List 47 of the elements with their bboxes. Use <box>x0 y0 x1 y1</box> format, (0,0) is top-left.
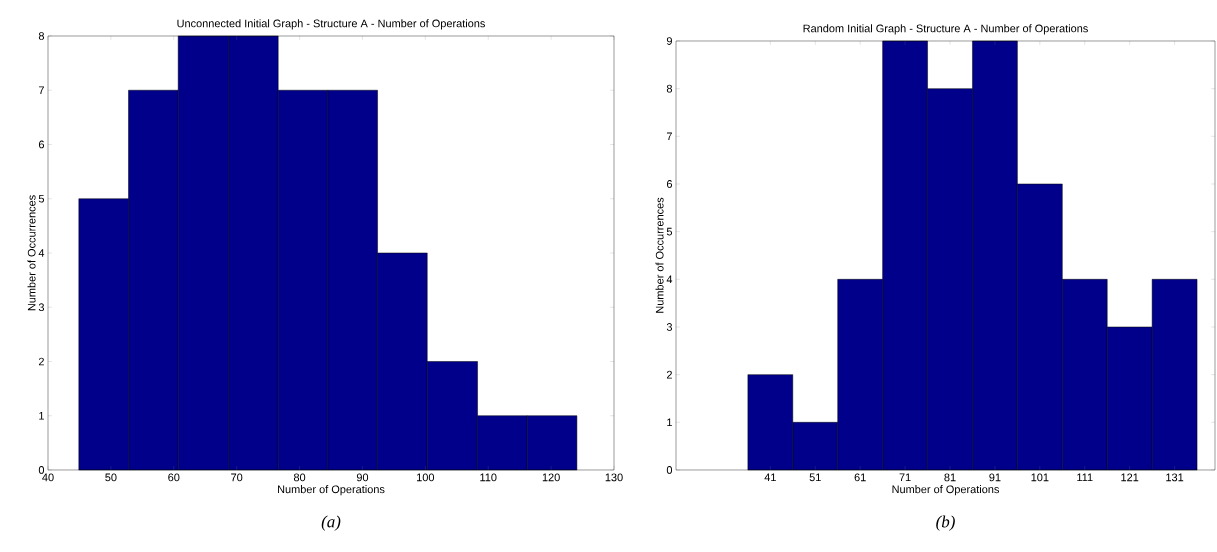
x-tick-label: 51 <box>809 473 821 482</box>
y-tick-label: 6 <box>38 140 45 149</box>
chart-title: Unconnected Initial Graph - Structure A - Number of Operations <box>177 19 485 30</box>
x-tick-label: 61 <box>854 473 866 482</box>
y-tick-label: 5 <box>38 194 45 203</box>
x-tick-label: 130 <box>605 473 623 482</box>
x-tick-label: 110 <box>480 473 497 482</box>
y-tick-label: 0 <box>666 466 673 474</box>
x-tick-label: 81 <box>944 473 956 482</box>
x-tick-label: 101 <box>1031 473 1049 482</box>
x-tick-label: 60 <box>168 473 180 482</box>
y-tick-label: 4 <box>38 249 45 257</box>
text: (a) <box>321 515 341 531</box>
y-tick-label: 2 <box>38 357 44 366</box>
x-tick-label: 40 <box>42 473 54 482</box>
y-tick-label: 7 <box>38 86 44 95</box>
y-tick-label: 0 <box>38 466 45 474</box>
x-axis-title: Number of Operations <box>278 485 385 496</box>
y-tick-label: 7 <box>666 132 672 141</box>
y-tick-label: 8 <box>38 32 45 40</box>
x-tick-label: 80 <box>293 473 306 482</box>
x-tick-label: 50 <box>105 473 117 482</box>
x-tick-label: 90 <box>356 473 369 482</box>
x-tick-label: 131 <box>1166 473 1184 482</box>
x-tick-label: 70 <box>231 473 243 482</box>
y-tick-label: 3 <box>666 323 673 331</box>
y-axis-title: Number of Occurrences <box>27 195 36 311</box>
y-tick-label: 1 <box>39 411 44 420</box>
y-tick-label: 2 <box>666 370 672 379</box>
y-tick-label: 4 <box>666 275 673 284</box>
chart-title: Random Initial Graph - Structure A - Number of Operations <box>803 24 1088 35</box>
y-tick-label: 8 <box>666 84 673 93</box>
x-tick-label: 91 <box>989 473 1001 482</box>
text: (b) <box>936 515 955 531</box>
y-tick-label: 9 <box>666 37 672 45</box>
y-tick-label: 3 <box>38 303 45 312</box>
x-axis-title: Number of Operations <box>892 485 999 496</box>
x-tick-label: 120 <box>542 473 560 482</box>
x-tick-label: 100 <box>417 473 435 482</box>
y-axis-title: Number of Occurrences <box>655 197 664 313</box>
x-tick-label: 41 <box>764 473 776 482</box>
x-tick-label: 71 <box>899 473 911 482</box>
x-tick-label: 111 <box>1077 473 1093 482</box>
y-tick-label: 6 <box>666 180 673 188</box>
x-tick-label: 121 <box>1121 473 1139 482</box>
y-tick-label: 1 <box>667 418 672 427</box>
y-tick-label: 5 <box>666 227 673 236</box>
